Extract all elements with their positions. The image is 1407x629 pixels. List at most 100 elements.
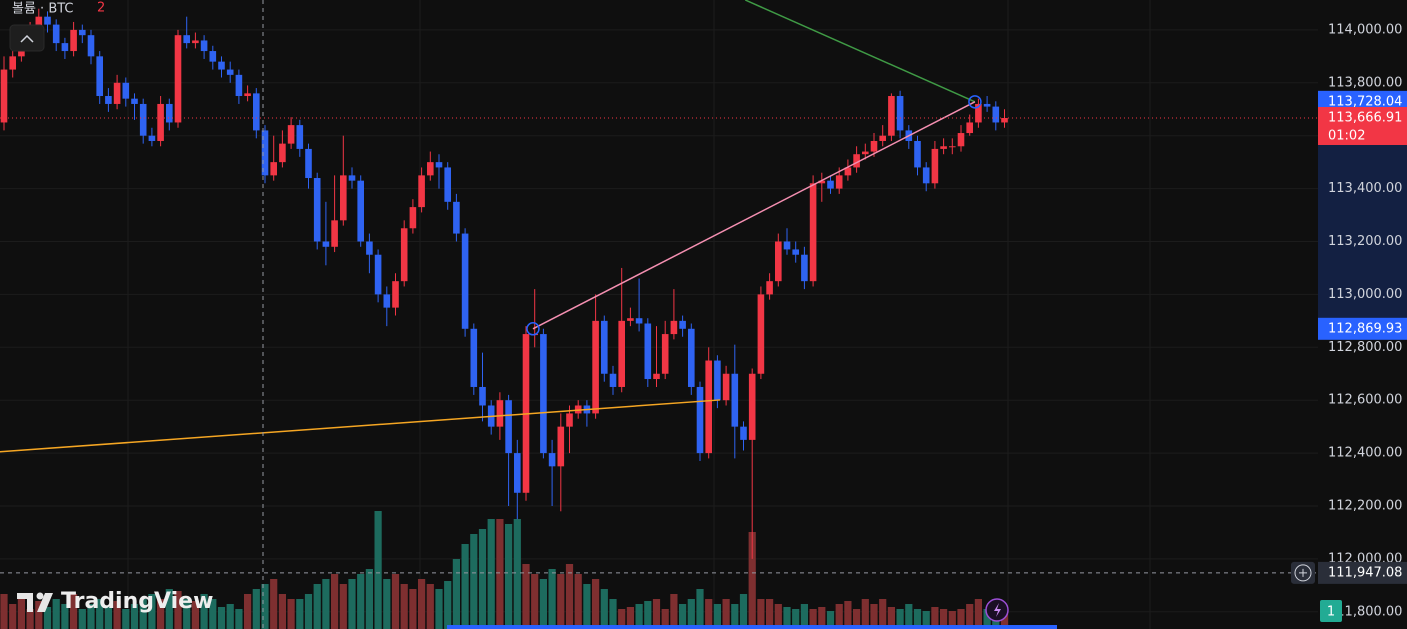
volume-bar [887, 607, 895, 629]
candle-body [313, 178, 321, 242]
volume-bar [983, 609, 991, 629]
y-tick-label: 113,200.00 [1328, 234, 1402, 249]
candle-body [601, 320, 608, 374]
volume-bar [252, 589, 260, 629]
candle-body [496, 400, 504, 427]
volume-bar [470, 534, 478, 629]
candle-body [70, 29, 77, 52]
volume-bar [679, 604, 687, 629]
candle-body [253, 93, 260, 131]
volume-bar [609, 599, 617, 629]
candle-body [470, 328, 478, 387]
candle-body [566, 413, 573, 427]
crosshair-add-icon [1294, 564, 1312, 582]
candle-body [409, 207, 417, 229]
logo-mark [17, 593, 33, 612]
volume-bar [853, 609, 861, 629]
candle-body [705, 360, 712, 454]
volume-bar [974, 599, 982, 629]
candle-body [453, 201, 460, 234]
volume-bar [139, 599, 147, 629]
volume-bar [148, 594, 156, 629]
candle-body [461, 233, 469, 329]
volume-bar [844, 601, 852, 629]
volume-bar [452, 559, 460, 629]
anchor-point [526, 322, 540, 336]
candle-body [113, 82, 121, 104]
candle-body [52, 24, 60, 44]
candle-body [514, 453, 521, 493]
candle-body [992, 106, 1000, 123]
price-label-box [1318, 561, 1407, 584]
volume-bar [278, 594, 286, 629]
candle-body [226, 69, 234, 75]
y-tick-label: 112,800.00 [1328, 340, 1402, 355]
candle-body [0, 69, 8, 123]
candle-body [783, 241, 791, 250]
volume-bar [165, 589, 173, 629]
y-tick-label: 112,600.00 [1328, 393, 1402, 408]
logo: TradingView [17, 589, 213, 614]
volume-bar [96, 599, 104, 629]
volume-bar [322, 579, 330, 629]
volume-pane [0, 511, 1009, 629]
volume-bar [113, 601, 121, 629]
candle-body [279, 143, 286, 163]
volume-bar [661, 609, 669, 629]
candle-body [835, 175, 843, 189]
volume-badge: 1 [1327, 605, 1335, 620]
volume-bar [200, 594, 208, 629]
volume-bar [948, 611, 956, 629]
candle-body [383, 294, 391, 308]
watermark: TradingView [61, 589, 213, 614]
candle-body [818, 180, 826, 184]
countdown: 01:02 [1328, 128, 1365, 143]
candle-body [609, 373, 617, 387]
volume-bar [357, 574, 365, 629]
volume-bar [966, 604, 974, 629]
volume-bar [513, 519, 521, 629]
candle-body [801, 254, 808, 282]
candle-body [957, 133, 965, 147]
candle-body [148, 135, 156, 141]
candle-body [888, 96, 895, 136]
candle-body [218, 61, 225, 70]
candle-body [366, 241, 373, 255]
volume-bar [618, 609, 626, 629]
volume-bar [626, 607, 634, 629]
volume-bar [43, 607, 52, 629]
collapse-button[interactable] [9, 24, 45, 52]
candle-body [618, 320, 625, 387]
candle-body [79, 29, 86, 36]
candle-body [688, 328, 695, 387]
candle-body [696, 386, 704, 454]
volume-bar [687, 599, 695, 629]
candle-body [949, 146, 956, 148]
volume-bar [35, 601, 43, 629]
candle-body [653, 373, 660, 380]
legend: 볼륨 · BTC 2 [9, 1, 105, 52]
candle-body [792, 249, 799, 255]
volume-bar [261, 584, 269, 629]
y-tick-label: 113,800.00 [1328, 75, 1402, 90]
volume-bar [244, 594, 252, 629]
volume-bar [287, 599, 295, 629]
candle-body [870, 140, 878, 152]
volume-bar [87, 604, 95, 629]
volume-bar [226, 604, 234, 629]
y-tick-label: 113,000.00 [1328, 287, 1402, 302]
volume-bar [487, 519, 495, 629]
price-label: 113,666.91 [1328, 110, 1402, 125]
volume-bar [191, 601, 199, 629]
volume-bar [348, 579, 356, 629]
candle-body [9, 56, 16, 70]
volume-bar [957, 609, 965, 629]
candle-body [548, 453, 556, 467]
candle-body [444, 167, 451, 202]
volume-bar [792, 609, 800, 629]
candle-body [357, 180, 364, 242]
candle-body [192, 40, 199, 44]
candle-body [931, 148, 939, 184]
